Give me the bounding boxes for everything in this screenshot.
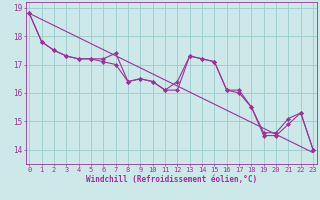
X-axis label: Windchill (Refroidissement éolien,°C): Windchill (Refroidissement éolien,°C)	[86, 175, 257, 184]
